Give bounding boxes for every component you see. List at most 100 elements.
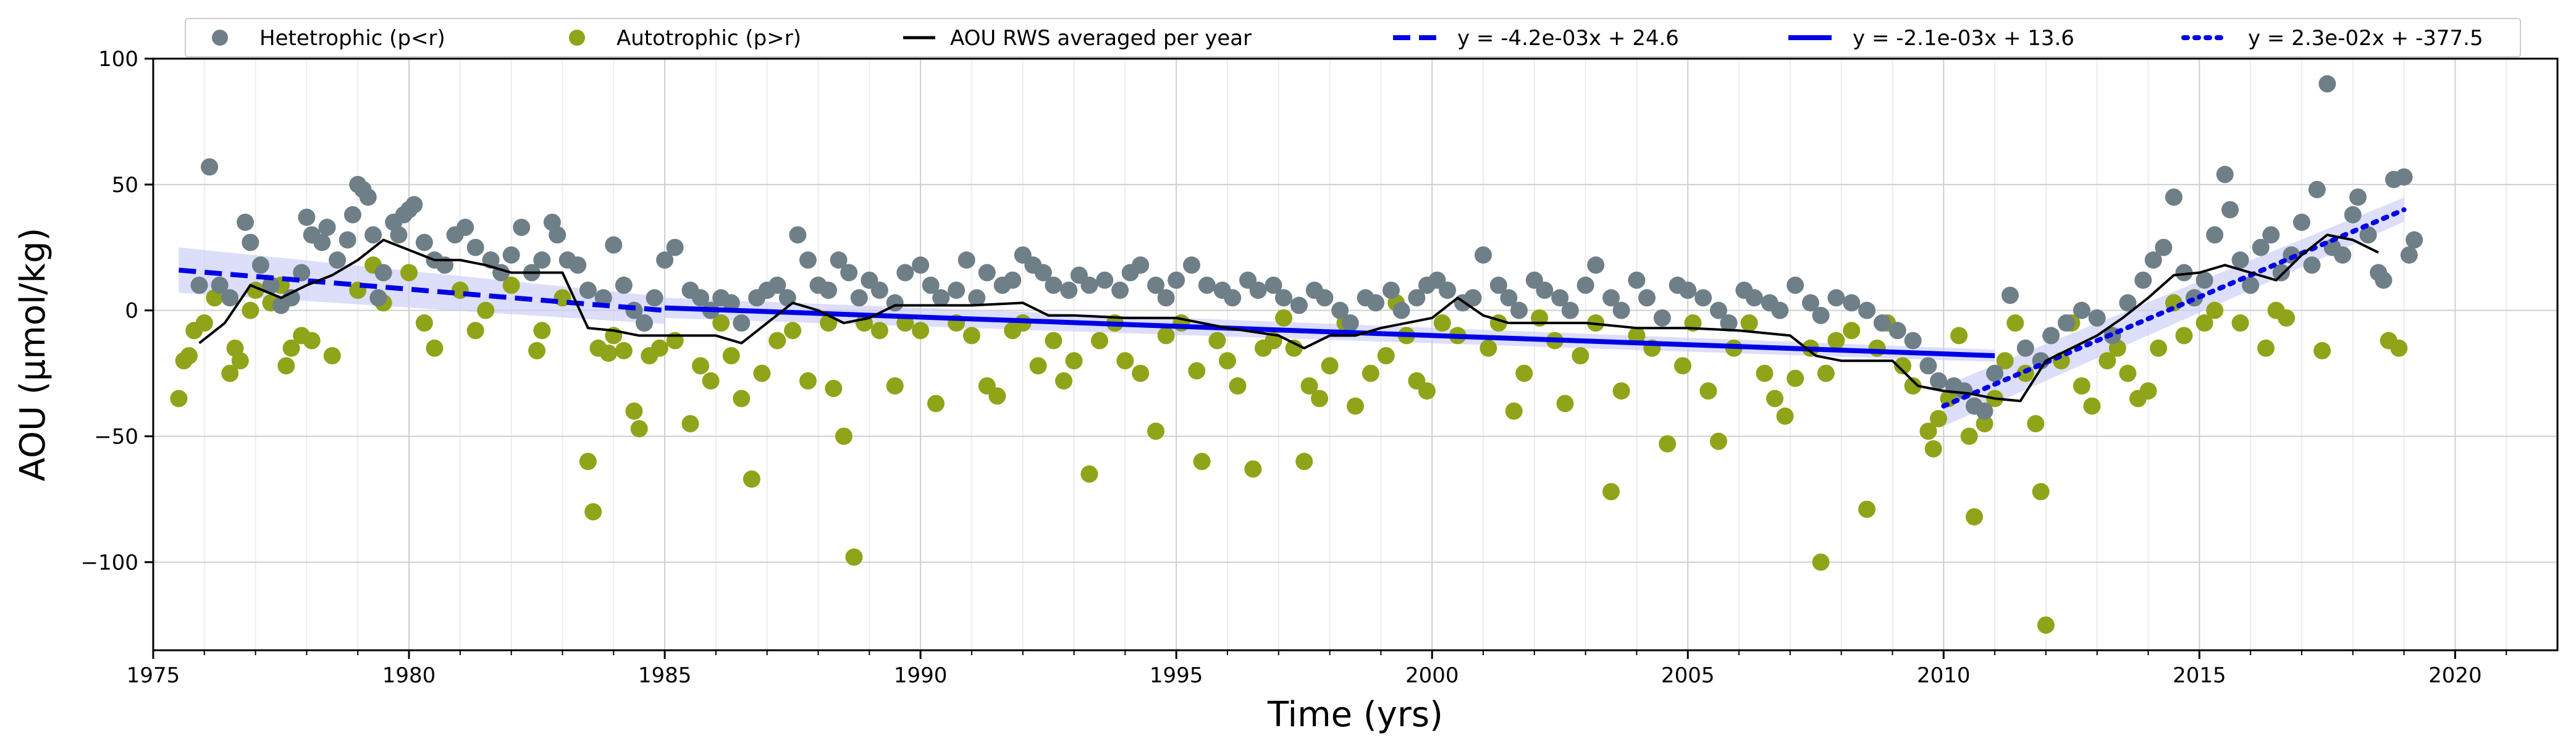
heterotrophic-point [1801, 294, 1819, 312]
autotrophic-point [323, 347, 341, 365]
autotrophic-point [753, 364, 771, 382]
autotrophic-point [1208, 332, 1226, 350]
autotrophic-point [400, 264, 418, 282]
heterotrophic-point [1096, 271, 1114, 289]
heterotrophic-point [1249, 282, 1267, 300]
autotrophic-point [1787, 369, 1804, 387]
heterotrophic-point [605, 236, 623, 254]
autotrophic-point [579, 453, 597, 471]
autotrophic-point [1659, 435, 1677, 453]
x-tick-label: 2010 [1917, 663, 1971, 688]
x-tick-label: 2005 [1661, 663, 1715, 688]
autotrophic-point [768, 332, 786, 350]
autotrophic-point [1766, 390, 1784, 408]
heterotrophic-point [415, 233, 433, 251]
autotrophic-point [1572, 347, 1589, 365]
heterotrophic-point [2406, 231, 2423, 249]
heterotrophic-point [1694, 289, 1712, 307]
autotrophic-point [1930, 409, 1948, 427]
heterotrophic-point [513, 219, 531, 237]
autotrophic-point [2278, 309, 2296, 327]
autotrophic-point [1275, 309, 1293, 327]
autotrophic-point [692, 357, 710, 375]
autotrophic-point [1924, 440, 1942, 458]
heterotrophic-point [2016, 339, 2034, 357]
heterotrophic-point [1489, 276, 1507, 294]
y-tick-label: −100 [81, 550, 138, 575]
autotrophic-point [1433, 314, 1451, 332]
autotrophic-point [1756, 364, 1774, 382]
autotrophic-point [282, 339, 300, 357]
heterotrophic-point [2242, 276, 2260, 294]
plot-area [152, 57, 2559, 651]
heterotrophic-point [2272, 264, 2290, 282]
plot-frame [152, 57, 2559, 651]
heterotrophic-point [549, 226, 566, 244]
heterotrophic-point [1111, 282, 1129, 300]
autotrophic-point [195, 314, 213, 332]
heterotrophic-point [932, 289, 950, 307]
heterotrophic-point [1587, 256, 1605, 274]
heterotrophic-point [1812, 306, 1830, 324]
average-line-group [198, 233, 2380, 403]
heterotrophic-point [2042, 327, 2060, 345]
heterotrophic-point [912, 256, 930, 274]
autotrophic-point [1919, 422, 1937, 440]
heterotrophic-point [870, 282, 888, 300]
heterotrophic-point [2195, 271, 2213, 289]
autotrophic-point [1188, 362, 1206, 380]
autotrophic-point [1740, 314, 1758, 332]
heterotrophic-point [1080, 276, 1098, 294]
autotrophic-point [784, 322, 802, 340]
autotrophic-point [2175, 327, 2193, 345]
heterotrophic-point [1787, 276, 1804, 294]
heterotrophic-point [2206, 226, 2224, 244]
heterotrophic-point [221, 289, 239, 307]
autotrophic-point [1147, 422, 1165, 440]
heterotrophic-point [293, 264, 311, 282]
autotrophic-point [2390, 339, 2408, 357]
autotrophic-point [477, 301, 495, 319]
heterotrophic-point [1904, 332, 1922, 350]
heterotrophic-point [646, 289, 663, 307]
autotrophic-point [2006, 314, 2024, 332]
heterotrophic-point [1147, 276, 1165, 294]
heterotrophic-point [2375, 271, 2393, 289]
heterotrophic-point [318, 219, 336, 237]
heterotrophic-point [722, 294, 740, 312]
autotrophic-point [533, 322, 551, 340]
autotrophic-point [681, 415, 699, 433]
autotrophic-point [1904, 377, 1922, 395]
heterotrophic-point [768, 276, 786, 294]
heterotrophic-point [2221, 201, 2239, 219]
fit-line-dotted [1941, 207, 2407, 409]
heterotrophic-point [1382, 282, 1400, 300]
legend-marker [212, 30, 228, 46]
heterotrophic-point [1004, 271, 1022, 289]
heterotrophic-point [390, 226, 408, 244]
autotrophic-point [2073, 377, 2090, 395]
autotrophic-point [2257, 339, 2275, 357]
heterotrophic-point [2395, 168, 2413, 186]
heterotrophic-point [692, 289, 710, 307]
autotrophic-point [1817, 364, 1835, 382]
heterotrophic-point [820, 282, 838, 300]
autotrophic-point [1996, 352, 2014, 370]
autotrophic-point [1894, 357, 1912, 375]
heterotrophic-point [242, 233, 259, 251]
x-tick-label: 1990 [894, 663, 948, 688]
heterotrophic-point [569, 256, 587, 274]
autotrophic-point [1029, 357, 1047, 375]
autotrophic-point [1054, 372, 1072, 390]
autotrophic-point [1612, 382, 1630, 400]
heterotrophic-point [1679, 282, 1697, 300]
autotrophic-point [825, 380, 843, 398]
heterotrophic-point [1060, 282, 1078, 300]
autotrophic-point [1843, 322, 1861, 340]
autotrophic-point [1628, 327, 1646, 345]
heterotrophic-point [594, 289, 612, 307]
autotrophic-point [231, 352, 249, 370]
heterotrophic-point [2303, 256, 2321, 274]
heterotrophic-point [1224, 289, 1242, 307]
heterotrophic-point [251, 256, 269, 274]
